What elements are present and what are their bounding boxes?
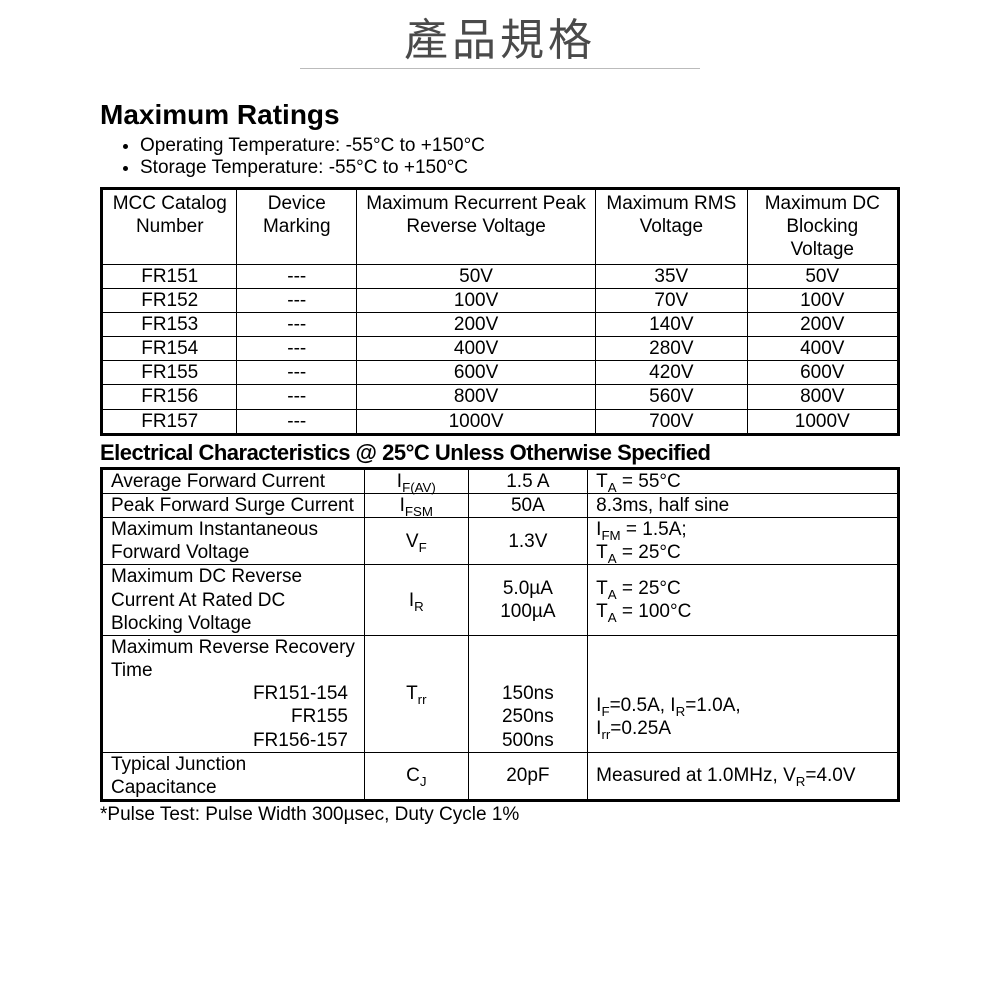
table-cell: 50V (747, 264, 898, 288)
table-row: FR151---50V35V50V (102, 264, 899, 288)
symbol-cell: CJ (365, 752, 469, 800)
table-row: Typical Junction CapacitanceCJ20pFMeasur… (102, 752, 899, 800)
param-cell: Typical Junction Capacitance (102, 752, 365, 800)
table-cell: 560V (596, 385, 747, 409)
table-cell: --- (237, 409, 357, 434)
table-row: Maximum Instantaneous Forward VoltageVF1… (102, 518, 899, 565)
table-cell: 100V (357, 288, 596, 312)
table-cell: 35V (596, 264, 747, 288)
table-cell: --- (237, 385, 357, 409)
max-ratings-notes: Operating Temperature: -55°C to +150°CSt… (140, 135, 900, 179)
table-row: Average Forward CurrentIF(AV)1.5 ATA = 5… (102, 468, 899, 493)
table-cell: --- (237, 264, 357, 288)
note-item: Operating Temperature: -55°C to +150°C (140, 135, 900, 157)
value-cell: 50A (468, 493, 588, 517)
table-cell: --- (237, 337, 357, 361)
param-cell: Maximum DC Reverse Current At Rated DC B… (102, 565, 365, 636)
table-cell: FR154 (102, 337, 237, 361)
table-cell: 400V (747, 337, 898, 361)
page-title: 產品規格 (300, 0, 700, 69)
table-cell: FR157 (102, 409, 237, 434)
table-cell: FR153 (102, 312, 237, 336)
electrical-table: Average Forward CurrentIF(AV)1.5 ATA = 5… (100, 467, 900, 802)
table-row: Peak Forward Surge CurrentIFSM50A8.3ms, … (102, 493, 899, 517)
table-cell: 800V (747, 385, 898, 409)
value-cell: 20pF (468, 752, 588, 800)
table-cell: 420V (596, 361, 747, 385)
table-cell: FR152 (102, 288, 237, 312)
table-cell: 600V (747, 361, 898, 385)
param-cell: Average Forward Current (102, 468, 365, 493)
symbol-cell: IFSM (365, 493, 469, 517)
footnote: *Pulse Test: Pulse Width 300µsec, Duty C… (100, 804, 900, 826)
table-row: Maximum Reverse Recovery TimeFR151-154FR… (102, 635, 899, 752)
table-cell: 280V (596, 337, 747, 361)
table-cell: 100V (747, 288, 898, 312)
condition-cell: TA = 55°C (588, 468, 899, 493)
condition-cell: IFM = 1.5A;TA = 25°C (588, 518, 899, 565)
table-cell: --- (237, 312, 357, 336)
table-cell: FR151 (102, 264, 237, 288)
table-cell: 200V (747, 312, 898, 336)
condition-cell: 8.3ms, half sine (588, 493, 899, 517)
table-cell: --- (237, 361, 357, 385)
table-cell: 200V (357, 312, 596, 336)
table-cell: 70V (596, 288, 747, 312)
electrical-heading: Electrical Characteristics @ 25°C Unless… (100, 440, 900, 466)
table-cell: 600V (357, 361, 596, 385)
note-item: Storage Temperature: -55°C to +150°C (140, 157, 900, 179)
symbol-cell: IF(AV) (365, 468, 469, 493)
table-row: FR152---100V70V100V (102, 288, 899, 312)
table-header: Maximum DC Blocking Voltage (747, 189, 898, 265)
table-row: FR157---1000V700V1000V (102, 409, 899, 434)
table-header: Maximum Recurrent Peak Reverse Voltage (357, 189, 596, 265)
table-row: FR155---600V420V600V (102, 361, 899, 385)
table-row: FR154---400V280V400V (102, 337, 899, 361)
table-header: Device Marking (237, 189, 357, 265)
max-ratings-heading: Maximum Ratings (100, 99, 900, 131)
table-cell: 140V (596, 312, 747, 336)
table-cell: FR156 (102, 385, 237, 409)
param-cell: Maximum Reverse Recovery TimeFR151-154FR… (102, 635, 365, 752)
table-cell: 700V (596, 409, 747, 434)
table-cell: FR155 (102, 361, 237, 385)
symbol-cell: VF (365, 518, 469, 565)
table-cell: 400V (357, 337, 596, 361)
table-header: MCC Catalog Number (102, 189, 237, 265)
param-cell: Maximum Instantaneous Forward Voltage (102, 518, 365, 565)
symbol-cell: IR (365, 565, 469, 636)
table-header: Maximum RMS Voltage (596, 189, 747, 265)
table-cell: 1000V (357, 409, 596, 434)
symbol-cell: Trr (365, 635, 469, 752)
table-cell: --- (237, 288, 357, 312)
condition-cell: IF=0.5A, IR=1.0A,Irr=0.25A (588, 635, 899, 752)
condition-cell: TA = 25°CTA = 100°C (588, 565, 899, 636)
table-cell: 800V (357, 385, 596, 409)
value-cell: 1.5 A (468, 468, 588, 493)
max-ratings-table: MCC Catalog NumberDevice MarkingMaximum … (100, 187, 900, 436)
table-cell: 50V (357, 264, 596, 288)
table-row: FR156---800V560V800V (102, 385, 899, 409)
param-cell: Peak Forward Surge Current (102, 493, 365, 517)
value-cell: 1.3V (468, 518, 588, 565)
table-cell: 1000V (747, 409, 898, 434)
value-cell: 150ns250ns500ns (468, 635, 588, 752)
table-row: Maximum DC Reverse Current At Rated DC B… (102, 565, 899, 636)
condition-cell: Measured at 1.0MHz, VR=4.0V (588, 752, 899, 800)
table-row: FR153---200V140V200V (102, 312, 899, 336)
value-cell: 5.0µA100µA (468, 565, 588, 636)
